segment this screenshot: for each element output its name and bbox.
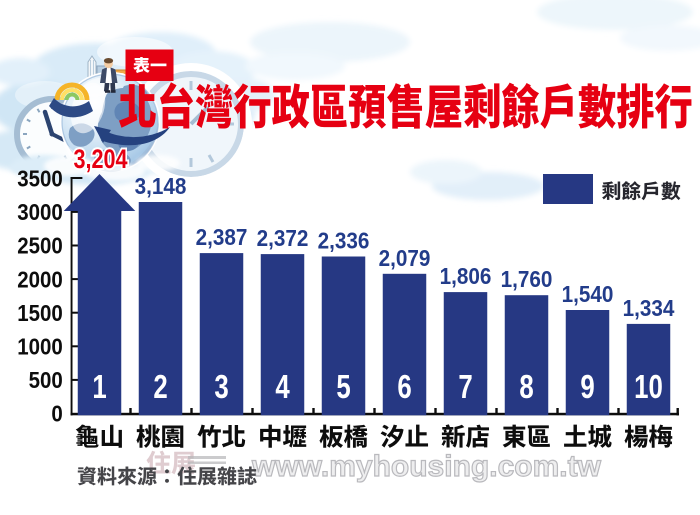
- svg-text:1,540: 1,540: [562, 281, 614, 307]
- svg-text:2,387: 2,387: [196, 224, 248, 250]
- svg-text:3500: 3500: [17, 165, 63, 191]
- svg-text:2,336: 2,336: [318, 227, 370, 253]
- svg-text:1,760: 1,760: [501, 266, 553, 292]
- svg-text:9: 9: [580, 369, 594, 406]
- svg-text:2: 2: [153, 369, 167, 406]
- svg-text:8: 8: [519, 369, 533, 406]
- svg-text:2,372: 2,372: [257, 225, 309, 251]
- svg-text:1500: 1500: [17, 300, 63, 326]
- svg-text:www.myhousing.com.tw: www.myhousing.com.tw: [251, 450, 602, 483]
- svg-text:2000: 2000: [17, 266, 63, 292]
- svg-text:500: 500: [29, 367, 63, 393]
- svg-text:3000: 3000: [17, 199, 63, 225]
- svg-text:3,148: 3,148: [135, 173, 187, 199]
- svg-text:0: 0: [51, 401, 62, 427]
- svg-text:1000: 1000: [17, 333, 63, 359]
- svg-text:7: 7: [458, 369, 472, 406]
- svg-text:10: 10: [634, 369, 663, 406]
- svg-text:1,806: 1,806: [440, 263, 492, 289]
- svg-text:6: 6: [397, 369, 411, 406]
- svg-text:5: 5: [336, 369, 350, 406]
- svg-text:1: 1: [92, 369, 106, 406]
- svg-text:1,334: 1,334: [623, 295, 676, 321]
- svg-text:3,204: 3,204: [73, 145, 127, 175]
- svg-text:3: 3: [214, 369, 228, 406]
- svg-text:2500: 2500: [17, 233, 63, 259]
- svg-text:4: 4: [275, 369, 290, 406]
- svg-text:2,079: 2,079: [379, 245, 431, 271]
